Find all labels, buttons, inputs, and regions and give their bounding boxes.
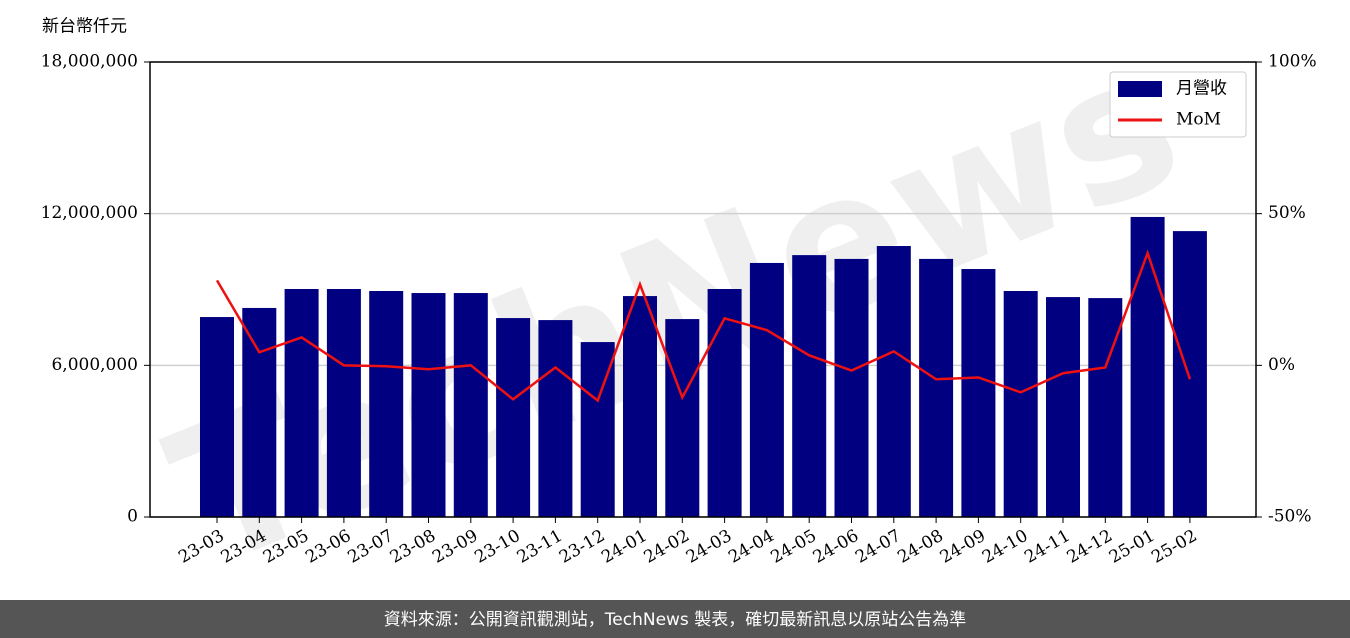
x-tick-label: 24-04 [725,526,777,568]
y2-tick-label: 50% [1268,203,1306,223]
x-tick-label: 24-09 [937,526,989,568]
bar [623,296,657,517]
footer-bar [0,600,1350,638]
footer-text: 資料來源：公開資訊觀測站，TechNews 製表，確切最新訊息以原站公告為準 [384,610,966,630]
x-tick-label: 24-11 [1021,526,1073,568]
bar [538,320,573,517]
x-tick-label: 23-09 [429,526,481,568]
x-tick-label: 25-02 [1148,526,1200,568]
x-tick-label: 24-07 [852,526,904,568]
legend-swatch [1118,81,1162,97]
y-tick-label: 0 [127,507,138,527]
bar [200,317,234,517]
bar [919,258,954,517]
bar [1130,216,1165,518]
y-tick-label: 6,000,000 [51,355,138,375]
bar [749,262,784,517]
bar [1172,231,1207,517]
x-tick-label: 24-05 [768,526,820,568]
legend-label: 月營收 [1176,79,1227,99]
y2-tick-label: 0% [1268,355,1295,375]
bar [1046,297,1080,517]
x-tick-label: 24-06 [810,526,862,568]
y-tick-label: 18,000,000 [41,52,138,72]
y-tick-label: 12,000,000 [41,203,138,223]
bar [496,318,531,517]
x-tick-label: 24-08 [894,526,946,568]
x-tick-label: 25-01 [1106,526,1158,568]
y2-tick-label: 100% [1268,52,1317,72]
bar [707,288,742,517]
legend-label: MoM [1176,110,1221,130]
x-tick-label: 23-10 [471,526,523,568]
x-tick-label: 24-03 [683,526,735,568]
bar [284,288,319,517]
bar [369,291,404,517]
bar [665,319,700,517]
bar [326,288,361,517]
x-tick-label: 23-12 [556,526,608,568]
line [215,249,1192,403]
x-tick-label: 24-02 [641,526,693,568]
x-tick-label: 23-11 [514,526,566,568]
bar [961,269,996,517]
x-tick-label: 24-12 [1064,526,1116,568]
bar [834,258,869,517]
x-tick-label: 24-01 [598,526,650,568]
bar [792,255,827,517]
x-tick-label: 24-10 [979,526,1031,568]
bar [876,246,911,517]
y-axis-label: 新台幣仟元 [42,17,127,37]
bar [242,307,277,517]
y2-tick-label: -50% [1268,507,1312,527]
bar [1003,291,1038,517]
bar [453,293,488,517]
bar [1088,298,1123,517]
bar [411,293,446,517]
plot-frame [149,61,1257,518]
